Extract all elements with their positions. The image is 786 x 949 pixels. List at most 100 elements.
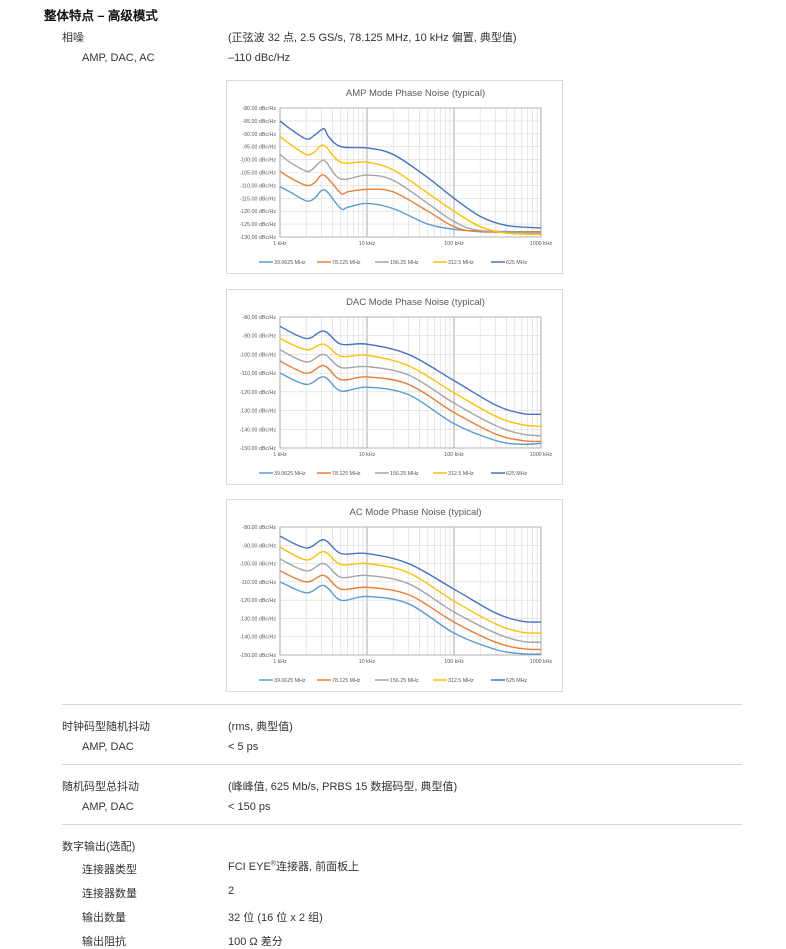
section-heading: 整体特点 – 高级模式 bbox=[44, 9, 158, 23]
y-tick-label: -130.00 dBc/Hz bbox=[239, 235, 276, 241]
y-tick-label: -140.00 dBc/Hz bbox=[239, 427, 276, 433]
connector-type-value-main: FCI EYE bbox=[228, 861, 271, 873]
output-count-label: 输出数量 bbox=[82, 912, 126, 924]
plot-area bbox=[279, 316, 542, 449]
y-tick-label: -100.00 dBc/Hz bbox=[239, 562, 276, 568]
series-line-625 bbox=[279, 535, 542, 623]
phase-noise-sub-value: –110 dBc/Hz bbox=[228, 52, 291, 64]
y-tick-label: -110.00 dBc/Hz bbox=[240, 371, 276, 377]
clock-jitter-condition: (rms, 典型值) bbox=[228, 721, 293, 733]
connector-type-value: FCI EYE®连接器, 前面板上 bbox=[228, 858, 359, 874]
connector-type-value-suffix: 连接器, 前面板上 bbox=[275, 861, 360, 873]
total-jitter-condition: (峰峰值, 625 Mb/s, PRBS 15 数据码型, 典型值) bbox=[228, 781, 458, 793]
phase-noise-sub-label: AMP, DAC, AC bbox=[82, 52, 155, 64]
y-tick-label: -110.00 dBc/Hz bbox=[240, 580, 276, 586]
x-tick-label: 1 kHz bbox=[273, 241, 287, 247]
series-line-15625 bbox=[279, 349, 542, 437]
divider bbox=[62, 704, 742, 705]
ac-phase-noise-chart: AC Mode Phase Noise (typical) -80.00 dBc/… bbox=[226, 499, 563, 692]
y-tick-label: -120.00 dBc/Hz bbox=[239, 390, 276, 396]
y-tick-label: -100.00 dBc/Hz bbox=[239, 352, 276, 358]
y-tick-label: -80.00 dBc/Hz bbox=[242, 315, 276, 321]
y-tick-label: -90.00 dBc/Hz bbox=[242, 543, 276, 549]
registered-mark: ® bbox=[270, 860, 276, 868]
y-tick-label: -110.00 dBc/Hz bbox=[240, 183, 276, 189]
y-tick-label: -120.00 dBc/Hz bbox=[239, 209, 276, 215]
connector-count-label: 连接器数量 bbox=[82, 888, 137, 900]
series-line-390625 bbox=[279, 581, 542, 655]
legend-label: 312.5 MHz bbox=[448, 678, 474, 684]
legend-label: 625 MHz bbox=[506, 471, 528, 477]
y-tick-label: -100.00 dBc/Hz bbox=[239, 158, 276, 164]
y-tick-label: -85.00 dBc/Hz bbox=[242, 119, 276, 125]
legend-label: 78.125 MHz bbox=[332, 678, 361, 684]
x-tick-label: 1 kHz bbox=[273, 659, 287, 665]
plot-area bbox=[279, 526, 542, 656]
digital-output-label: 数字输出(选配) bbox=[62, 841, 136, 853]
amp-phase-noise-chart: AMP Mode Phase Noise (typical) -80.00 dBc… bbox=[226, 80, 563, 274]
chart-title: DAC Mode Phase Noise (typical) bbox=[346, 297, 485, 308]
y-tick-label: -115.00 dBc/Hz bbox=[240, 196, 276, 202]
output-impedance-label: 输出阻抗 bbox=[82, 936, 126, 948]
x-tick-label: 10 kHz bbox=[359, 452, 376, 458]
series-line-78125 bbox=[279, 170, 542, 233]
phase-noise-label: 相噪 bbox=[62, 32, 84, 44]
y-tick-label: -120.00 dBc/Hz bbox=[239, 598, 276, 604]
legend-label: 156.25 MHz bbox=[390, 260, 419, 266]
x-tick-label: 10 kHz bbox=[359, 659, 376, 665]
series-line-78125 bbox=[279, 570, 542, 651]
x-tick-label: 100 kHz bbox=[444, 241, 464, 247]
legend-label: 39.0625 MHz bbox=[274, 260, 306, 266]
total-jitter-label: 随机码型总抖动 bbox=[62, 781, 139, 793]
total-jitter-sub-value: < 150 ps bbox=[228, 801, 271, 813]
series-line-15625 bbox=[279, 558, 542, 643]
connector-type-label: 连接器类型 bbox=[82, 864, 137, 876]
y-tick-label: -125.00 dBc/Hz bbox=[239, 222, 276, 228]
series-line-78125 bbox=[279, 360, 542, 443]
legend-label: 312.5 MHz bbox=[448, 471, 474, 477]
y-tick-label: -150.00 dBc/Hz bbox=[239, 446, 276, 452]
legend-label: 625 MHz bbox=[506, 678, 528, 684]
legend-label: 156.25 MHz bbox=[390, 678, 419, 684]
series-line-15625 bbox=[279, 153, 542, 234]
legend-label: 78.125 MHz bbox=[332, 260, 361, 266]
x-tick-label: 100 kHz bbox=[444, 659, 464, 665]
y-tick-label: -105.00 dBc/Hz bbox=[239, 171, 276, 177]
y-tick-label: -80.00 dBc/Hz bbox=[242, 106, 276, 112]
series-line-3125 bbox=[279, 337, 542, 428]
plot-area bbox=[279, 107, 542, 238]
connector-count-value: 2 bbox=[228, 885, 235, 897]
y-tick-label: -130.00 dBc/Hz bbox=[239, 616, 276, 622]
output-count-value: 32 位 (16 位 x 2 组) bbox=[228, 912, 323, 924]
clock-jitter-sub-value: < 5 ps bbox=[228, 741, 259, 753]
chart-title: AMP Mode Phase Noise (typical) bbox=[346, 88, 485, 99]
legend-label: 39.0625 MHz bbox=[274, 678, 306, 684]
divider bbox=[62, 824, 742, 825]
clock-jitter-label: 时钟码型随机抖动 bbox=[62, 721, 150, 733]
legend-label: 39.0625 MHz bbox=[274, 471, 306, 477]
y-tick-label: -90.00 dBc/Hz bbox=[242, 334, 276, 340]
series-line-625 bbox=[279, 120, 542, 229]
series-line-3125 bbox=[279, 546, 542, 634]
series-line-3125 bbox=[279, 135, 542, 236]
y-tick-label: -140.00 dBc/Hz bbox=[239, 635, 276, 641]
x-tick-label: 1000 kHz bbox=[530, 241, 553, 247]
y-tick-label: -150.00 dBc/Hz bbox=[239, 653, 276, 659]
legend-label: 78.125 MHz bbox=[332, 471, 361, 477]
total-jitter-sub-label: AMP, DAC bbox=[82, 801, 134, 813]
series-line-625 bbox=[279, 325, 542, 416]
legend-label: 156.25 MHz bbox=[390, 471, 419, 477]
x-tick-label: 100 kHz bbox=[444, 452, 464, 458]
chart-title: AC Mode Phase Noise (typical) bbox=[350, 507, 482, 518]
output-impedance-value: 100 Ω 差分 bbox=[228, 936, 283, 948]
y-tick-label: -80.00 dBc/Hz bbox=[242, 525, 276, 531]
dac-phase-noise-chart: DAC Mode Phase Noise (typical) -80.00 dBc… bbox=[226, 289, 563, 485]
x-tick-label: 1000 kHz bbox=[530, 659, 553, 665]
y-tick-label: -130.00 dBc/Hz bbox=[239, 409, 276, 415]
series-line-390625 bbox=[279, 372, 542, 446]
y-tick-label: -90.00 dBc/Hz bbox=[242, 132, 276, 138]
legend-label: 312.5 MHz bbox=[448, 260, 474, 266]
divider bbox=[62, 764, 742, 765]
phase-noise-condition: (正弦波 32 点, 2.5 GS/s, 78.125 MHz, 10 kHz … bbox=[228, 32, 517, 44]
legend-label: 625 MHz bbox=[506, 260, 528, 266]
